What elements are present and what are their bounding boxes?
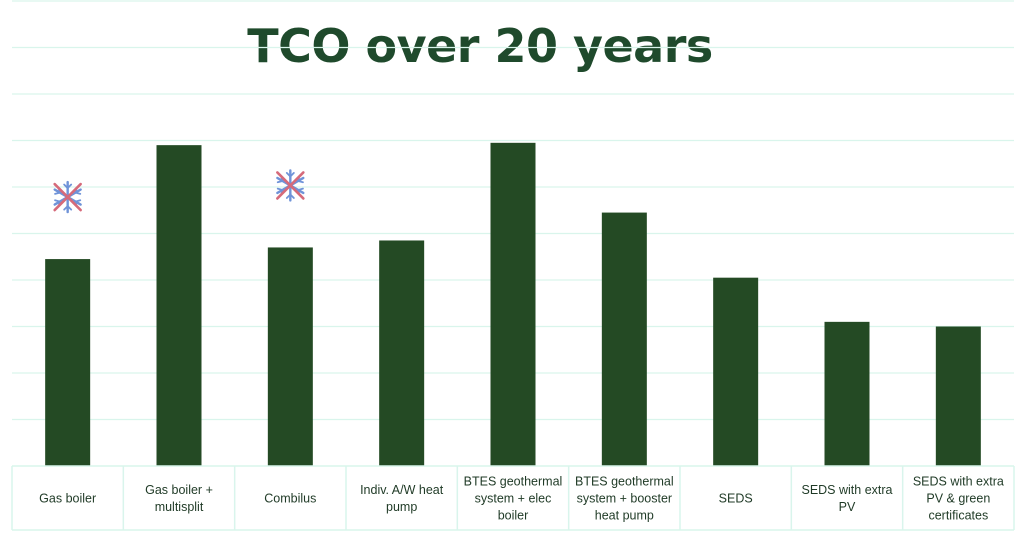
crossed-out-snowflake-icon bbox=[276, 169, 305, 202]
bar bbox=[156, 145, 202, 466]
bar bbox=[713, 277, 759, 466]
crossed-out-snowflake-icon bbox=[53, 180, 82, 214]
bar bbox=[267, 247, 313, 466]
category-labels: Gas boiler Gas boiler + multisplit Combilus… bbox=[39, 475, 1004, 523]
chart-title: TCO over 20 years bbox=[247, 19, 713, 73]
x-tick-label: Indiv. A/W heat pump bbox=[360, 483, 444, 514]
x-tick-label: Gas boiler bbox=[39, 492, 96, 506]
category-table bbox=[11, 465, 1015, 531]
x-tick-label: SEDS bbox=[719, 492, 753, 506]
x-tick-label: SEDS with extra PV bbox=[801, 483, 892, 514]
bar bbox=[379, 240, 425, 466]
bars bbox=[45, 142, 981, 466]
x-tick-label: BTES geothermal system + booster heat pump bbox=[575, 475, 674, 523]
x-tick-label: Gas boiler + multisplit bbox=[145, 483, 213, 514]
bar bbox=[824, 321, 870, 466]
annotations bbox=[53, 169, 305, 214]
bar bbox=[601, 212, 647, 466]
x-tick-label: BTES geothermal system + elec boiler bbox=[464, 475, 563, 523]
bar bbox=[45, 259, 91, 466]
x-tick-label: Combilus bbox=[264, 492, 316, 506]
bar bbox=[935, 326, 981, 466]
x-tick-label: SEDS with extra PV & green certificates bbox=[913, 475, 1004, 523]
bar bbox=[490, 142, 536, 466]
